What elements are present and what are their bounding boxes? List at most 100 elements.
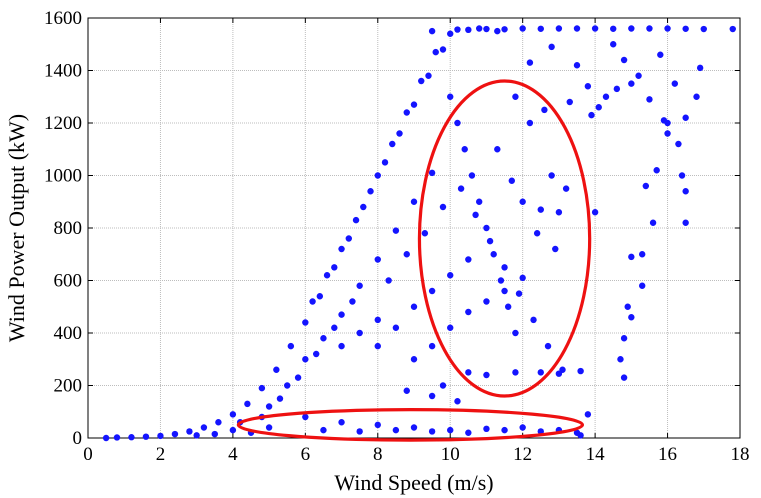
x-tick-label: 12 bbox=[513, 444, 532, 465]
data-point bbox=[675, 140, 682, 148]
data-point bbox=[374, 421, 381, 429]
data-point bbox=[624, 303, 631, 310]
data-point bbox=[617, 356, 624, 363]
data-point bbox=[501, 264, 508, 271]
data-point bbox=[497, 277, 505, 284]
data-point bbox=[610, 41, 617, 48]
data-point bbox=[313, 350, 320, 358]
data-point bbox=[591, 25, 599, 32]
y-tick-label: 800 bbox=[54, 218, 83, 239]
data-point bbox=[392, 324, 400, 331]
data-point bbox=[465, 429, 472, 436]
data-point bbox=[537, 369, 544, 376]
data-point bbox=[486, 237, 494, 245]
data-point bbox=[613, 85, 621, 93]
data-point bbox=[229, 426, 237, 434]
data-point bbox=[331, 264, 338, 271]
data-point bbox=[331, 324, 338, 331]
data-point bbox=[418, 77, 425, 85]
data-point bbox=[320, 426, 327, 434]
data-point bbox=[102, 434, 110, 442]
data-point bbox=[447, 324, 454, 331]
data-point bbox=[541, 106, 548, 114]
data-point bbox=[628, 253, 635, 261]
data-point bbox=[200, 424, 208, 431]
data-point bbox=[142, 433, 150, 440]
data-point bbox=[410, 101, 418, 108]
data-point bbox=[602, 93, 610, 100]
data-point bbox=[157, 432, 164, 440]
data-point bbox=[588, 111, 595, 119]
data-point bbox=[186, 428, 193, 435]
data-point bbox=[309, 298, 316, 305]
x-tick-label: 4 bbox=[228, 444, 238, 465]
data-point bbox=[682, 188, 689, 195]
data-point bbox=[682, 114, 689, 121]
data-point bbox=[494, 27, 501, 35]
data-point bbox=[461, 146, 468, 153]
data-point bbox=[284, 382, 291, 389]
data-point bbox=[302, 413, 309, 421]
data-point bbox=[483, 298, 490, 305]
data-point bbox=[374, 172, 381, 179]
data-point bbox=[628, 80, 635, 87]
data-point bbox=[660, 117, 668, 124]
data-point bbox=[171, 430, 179, 438]
data-point bbox=[211, 430, 218, 438]
data-point bbox=[447, 426, 454, 434]
data-point bbox=[258, 384, 266, 392]
data-point bbox=[649, 219, 657, 226]
data-point bbox=[519, 25, 526, 32]
data-point bbox=[320, 335, 327, 342]
data-point bbox=[490, 251, 497, 258]
data-point bbox=[410, 303, 418, 310]
data-point bbox=[512, 369, 519, 376]
data-point bbox=[302, 356, 309, 363]
data-point bbox=[356, 282, 363, 289]
data-point bbox=[628, 314, 635, 321]
data-point bbox=[595, 104, 602, 111]
data-point bbox=[302, 319, 309, 326]
data-point bbox=[508, 177, 515, 184]
data-point bbox=[555, 209, 563, 216]
data-point bbox=[367, 188, 374, 195]
data-point bbox=[552, 245, 559, 253]
data-point bbox=[729, 25, 736, 33]
y-tick-label: 600 bbox=[54, 271, 83, 292]
data-point bbox=[454, 26, 461, 33]
data-point bbox=[566, 98, 573, 106]
data-point bbox=[639, 251, 646, 258]
data-point bbox=[620, 335, 628, 342]
data-point bbox=[476, 198, 483, 205]
data-point bbox=[273, 366, 280, 373]
data-point bbox=[349, 298, 356, 305]
data-point bbox=[483, 25, 490, 33]
data-point bbox=[657, 51, 664, 58]
y-axis-label: Wind Power Output (kW) bbox=[4, 114, 29, 342]
data-point bbox=[193, 432, 200, 439]
data-point bbox=[392, 426, 400, 434]
data-point bbox=[432, 48, 439, 56]
y-tick-labels: 0 200 400 600 800 1000 1200 1400 1600 bbox=[44, 8, 82, 449]
data-point bbox=[403, 387, 410, 394]
data-point bbox=[610, 25, 617, 32]
data-point bbox=[229, 411, 237, 418]
data-point bbox=[573, 25, 581, 32]
data-point bbox=[294, 374, 302, 381]
highlight-ellipses bbox=[236, 79, 592, 442]
data-point bbox=[696, 64, 704, 72]
data-point bbox=[265, 403, 273, 410]
data-point bbox=[526, 119, 534, 127]
data-point bbox=[454, 119, 461, 127]
data-point bbox=[562, 185, 570, 192]
x-tick-label: 18 bbox=[731, 444, 750, 465]
data-point bbox=[356, 329, 363, 337]
data-point bbox=[700, 25, 707, 33]
x-tick-label: 6 bbox=[301, 444, 311, 465]
data-point bbox=[425, 72, 432, 79]
data-point bbox=[360, 203, 367, 211]
data-point bbox=[584, 83, 592, 90]
data-point bbox=[664, 25, 671, 32]
data-point bbox=[544, 342, 552, 350]
data-point bbox=[537, 25, 544, 32]
